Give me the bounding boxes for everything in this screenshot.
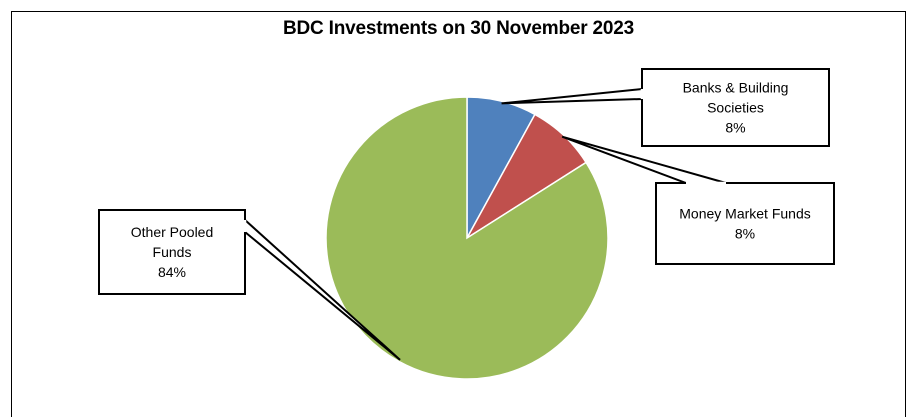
slice-value-label-money-market-funds: 8% xyxy=(735,226,755,242)
chart-title: BDC Investments on 30 November 2023 xyxy=(283,18,634,39)
slice-label-banks-building-societies: Banks & Building xyxy=(683,80,789,96)
callout-box-money-market-funds xyxy=(655,182,835,265)
callout-pointer-banks-building-societies xyxy=(501,87,643,105)
slice-label-other-pooled-funds: Funds xyxy=(153,244,192,260)
slice-label-other-pooled-funds: Other Pooled xyxy=(131,224,214,240)
slice-value-label-other-pooled-funds: 84% xyxy=(158,264,186,280)
pie-slice-other-pooled-funds xyxy=(325,96,609,380)
pie-slices xyxy=(325,96,609,380)
callout-box-other-pooled-funds xyxy=(98,209,246,295)
slice-label-banks-building-societies: Societies xyxy=(707,100,764,116)
callout-box-banks-building-societies xyxy=(641,68,830,147)
slice-label-money-market-funds: Money Market Funds xyxy=(679,206,811,222)
callouts: Banks & Building Societies 8% Money Market … xyxy=(98,68,835,361)
slice-value-label-banks-building-societies: 8% xyxy=(725,120,745,136)
